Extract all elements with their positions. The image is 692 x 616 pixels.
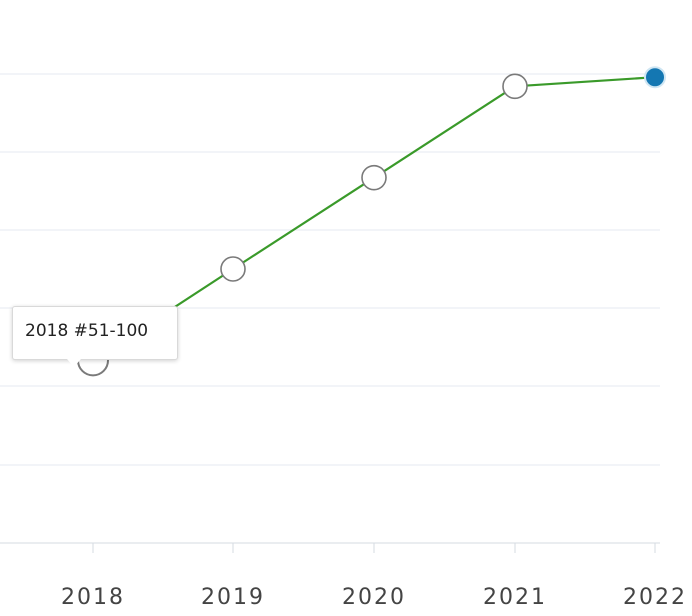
x-tick-label: 2019 xyxy=(201,585,265,610)
x-tick-label: 2021 xyxy=(483,585,547,610)
data-point-2022[interactable] xyxy=(644,66,666,89)
data-point-2020[interactable] xyxy=(361,164,387,191)
x-tick-label: 2020 xyxy=(342,585,406,610)
x-tick-label: 2022 xyxy=(623,585,687,610)
x-tick-label: 2018 xyxy=(61,585,125,610)
tooltip-text: 2018 #51-100 xyxy=(25,321,149,341)
data-point-2021[interactable] xyxy=(502,73,528,100)
tooltip-pointer xyxy=(67,359,81,367)
data-point-2019[interactable] xyxy=(220,256,246,282)
x-axis-ticks: 2018 2019 2020 2021 2022 xyxy=(61,543,687,610)
tooltip: 2018 #51-100 xyxy=(12,306,178,367)
